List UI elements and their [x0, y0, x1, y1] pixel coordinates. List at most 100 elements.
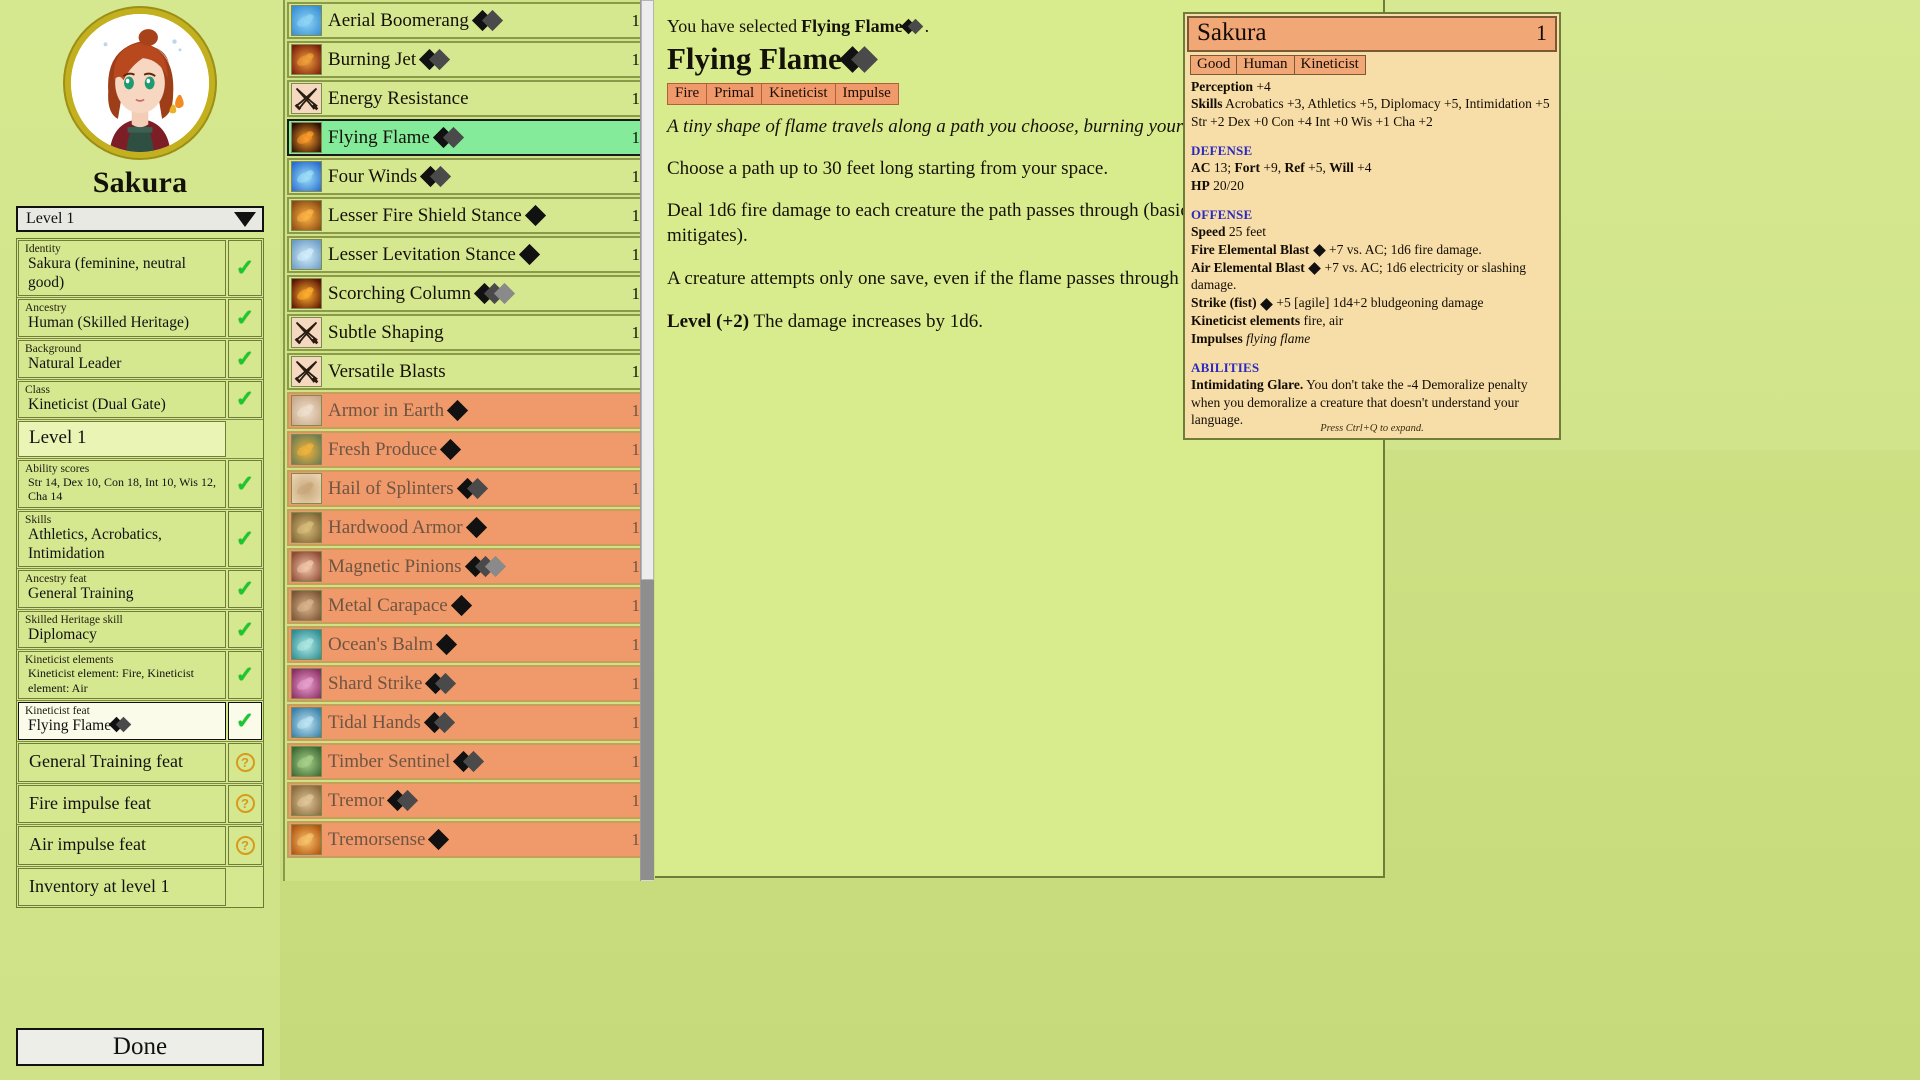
- feat-name: Energy Resistance: [328, 88, 616, 110]
- sidebar-row-flying-flame[interactable]: Kineticist feat Flying Flame ✓: [17, 701, 263, 742]
- action-cost-icon: [1260, 297, 1273, 311]
- level-dropdown[interactable]: Level 1: [16, 206, 264, 232]
- feat-name-text: Timber Sentinel: [328, 750, 451, 772]
- feat-title: Flying Flame: [667, 41, 1365, 77]
- feat-list-item-tidal-hands[interactable]: Tidal Hands 1: [287, 704, 652, 741]
- fire-shield-stance-icon: [291, 200, 322, 231]
- sidebar-row-content: Kineticist feat Flying Flame: [18, 702, 226, 740]
- sidebar-row-level-1[interactable]: Level 1: [17, 420, 263, 460]
- feat-list-item-lesser-fire-shield-stance[interactable]: Lesser Fire Shield Stance 1: [287, 197, 652, 234]
- feat-list-item-scorching-column[interactable]: Scorching Column 1: [287, 275, 652, 312]
- feat-list-item-ocean-s-balm[interactable]: Ocean's Balm 1: [287, 626, 652, 663]
- aerial-boomerang-icon: [291, 5, 322, 36]
- stat-block-traits: Good Human Kineticist: [1190, 54, 1559, 75]
- feat-list-item-shard-strike[interactable]: Shard Strike 1: [287, 665, 652, 702]
- action-cost-icon: [387, 789, 419, 812]
- feat-list-item-aerial-boomerang[interactable]: Aerial Boomerang 1: [287, 2, 652, 39]
- sidebar-row-content: Kineticist elements Kineticist element: F…: [18, 651, 226, 700]
- stat-speed-value: 25 feet: [1228, 223, 1266, 239]
- feat-list-item-tremor[interactable]: Tremor 1: [287, 782, 652, 819]
- stat-block-trait-human: Human: [1236, 54, 1295, 75]
- feat-quantity: 1: [631, 829, 641, 849]
- feat-list-item-armor-in-earth[interactable]: Armor in Earth 1: [287, 392, 652, 429]
- feat-list-item-versatile-blasts[interactable]: Versatile Blasts 1: [287, 353, 652, 390]
- stat-impulses-value: flying flame: [1246, 330, 1311, 346]
- sidebar-row-content: Skilled Heritage skill Diplomacy: [18, 610, 226, 649]
- feat-name-text: Tremorsense: [328, 828, 426, 850]
- stat-ability-mods: Str +2 Dex +0 Con +4 Int +0 Wis +1 Cha +…: [1191, 114, 1433, 130]
- feat-list-item-timber-sentinel[interactable]: Timber Sentinel 1: [287, 743, 652, 780]
- sidebar-row-natural-leader[interactable]: Background Natural Leader ✓: [17, 338, 263, 380]
- stat-speed-label: Speed: [1191, 223, 1226, 239]
- feat-name-text: Four Winds: [328, 165, 418, 187]
- feat-list-scrollbar[interactable]: [640, 0, 654, 881]
- feat-list-scrollbar-thumb[interactable]: [641, 0, 654, 580]
- feat-name: Aerial Boomerang: [328, 10, 616, 32]
- feat-list-item-fresh-produce[interactable]: Fresh Produce 1: [287, 431, 652, 468]
- feat-name-text: Scorching Column: [328, 282, 472, 304]
- check-icon: ✓: [228, 610, 262, 649]
- sidebar-row-label: Background: [25, 342, 82, 355]
- magnetic-pinions-icon: [291, 551, 322, 582]
- feat-list-item-hardwood-armor[interactable]: Hardwood Armor 1: [287, 509, 652, 546]
- feat-list-item-energy-resistance[interactable]: Energy Resistance 1: [287, 80, 652, 117]
- sidebar-row-str-14-dex-10-con-18-int-10-wis-12-cha-14[interactable]: Ability scores Str 14, Dex 10, Con 18, In…: [17, 459, 263, 510]
- sidebar-row-value: Inventory at level 1: [29, 875, 170, 896]
- feat-name: Flying Flame: [328, 127, 616, 149]
- feat-quantity: 1: [631, 439, 641, 459]
- action-cost-icon: [524, 204, 546, 227]
- feat-rules-paragraph: Choose a path up to 30 feet long startin…: [667, 157, 1109, 179]
- feat-quantity: 1: [631, 88, 641, 108]
- stat-fort-label: Fort: [1234, 160, 1260, 176]
- sidebar-row-inventory-at-level-1[interactable]: Inventory at level 1: [17, 866, 263, 908]
- sidebar-row-fire-impulse-feat[interactable]: Fire impulse feat?: [17, 783, 263, 826]
- feat-quantity: 1: [631, 283, 641, 303]
- feat-list-item-four-winds[interactable]: Four Winds 1: [287, 158, 652, 195]
- feat-list-item-metal-carapace[interactable]: Metal Carapace 1: [287, 587, 652, 624]
- crossed-swords-icon: [291, 317, 322, 348]
- fresh-produce-icon: [291, 434, 322, 465]
- stat-block-name: Sakura: [1197, 19, 1267, 46]
- hardwood-armor-icon: [291, 512, 322, 543]
- trait-tag-kineticist: Kineticist: [761, 83, 836, 105]
- feat-name-text: Fresh Produce: [328, 438, 438, 460]
- feat-list-item-burning-jet[interactable]: Burning Jet 1: [287, 41, 652, 78]
- feat-list-item-tremorsense[interactable]: Tremorsense 1: [287, 821, 652, 858]
- feat-name-text: Lesser Fire Shield Stance: [328, 204, 522, 226]
- stat-ability-text: You don't take the -4 Demoralize penalty…: [1191, 376, 1528, 428]
- feat-quantity: 1: [631, 400, 641, 420]
- feat-list-scrollbar-track-lower[interactable]: [641, 580, 654, 880]
- feat-name-text: Shard Strike: [328, 672, 423, 694]
- feat-list-item-hail-of-splinters[interactable]: Hail of Splinters 1: [287, 470, 652, 507]
- armor-in-earth-icon: [291, 395, 322, 426]
- feat-list-item-subtle-shaping[interactable]: Subtle Shaping 1: [287, 314, 652, 351]
- feat-quantity: 1: [631, 517, 641, 537]
- sidebar-row-kineticist-dual-gate[interactable]: Class Kineticist (Dual Gate) ✓: [17, 379, 263, 421]
- sidebar-row-kineticist-element-fire-kineticist-element-air[interactable]: Kineticist elements Kineticist element: F…: [17, 650, 263, 702]
- metal-carapace-icon: [291, 590, 322, 621]
- stat-will-value: +4: [1357, 160, 1372, 176]
- done-button[interactable]: Done: [16, 1028, 264, 1066]
- stat-offense-header: OFFENSE: [1191, 206, 1253, 222]
- sidebar-row-air-impulse-feat[interactable]: Air impulse feat?: [17, 825, 263, 867]
- feat-list-item-flying-flame[interactable]: Flying Flame 1: [287, 119, 652, 156]
- feat-list-item-magnetic-pinions[interactable]: Magnetic Pinions 1: [287, 548, 652, 585]
- stat-skills-value: Acrobatics +3, Athletics +5, Diplomacy +…: [1225, 96, 1550, 112]
- feat-list-item-lesser-levitation-stance[interactable]: Lesser Levitation Stance 1: [287, 236, 652, 273]
- sidebar-row-sakura-feminine-neutral-good[interactable]: Identity Sakura (feminine, neutral good) ✓: [17, 239, 263, 299]
- sidebar-row-value: Air impulse feat: [29, 834, 146, 855]
- feat-rules-text: Choose a path up to 30 feet long startin…: [667, 157, 1365, 292]
- feat-quantity: 1: [631, 790, 641, 810]
- hail-of-splinters-icon: [291, 473, 322, 504]
- sidebar-row-diplomacy[interactable]: Skilled Heritage skill Diplomacy ✓: [17, 609, 263, 651]
- sidebar-row-general-training-feat[interactable]: General Training feat?: [17, 741, 263, 784]
- sidebar-row-athletics-acrobatics-intimidation[interactable]: Skills Athletics, Acrobatics, Intimidatio…: [17, 509, 263, 570]
- feat-name-text: Burning Jet: [328, 48, 417, 70]
- feat-name-text: Subtle Shaping: [328, 321, 444, 343]
- action-cost-icon: [420, 165, 452, 188]
- stat-block-trait-kineticist: Kineticist: [1293, 54, 1366, 75]
- sidebar-row-human-skilled-heritage[interactable]: Ancestry Human (Skilled Heritage) ✓: [17, 298, 263, 339]
- sidebar-row-label: Ancestry: [25, 302, 67, 315]
- feat-name-text: Flying Flame: [328, 126, 430, 148]
- sidebar-row-general-training[interactable]: Ancestry feat General Training ✓: [17, 569, 263, 610]
